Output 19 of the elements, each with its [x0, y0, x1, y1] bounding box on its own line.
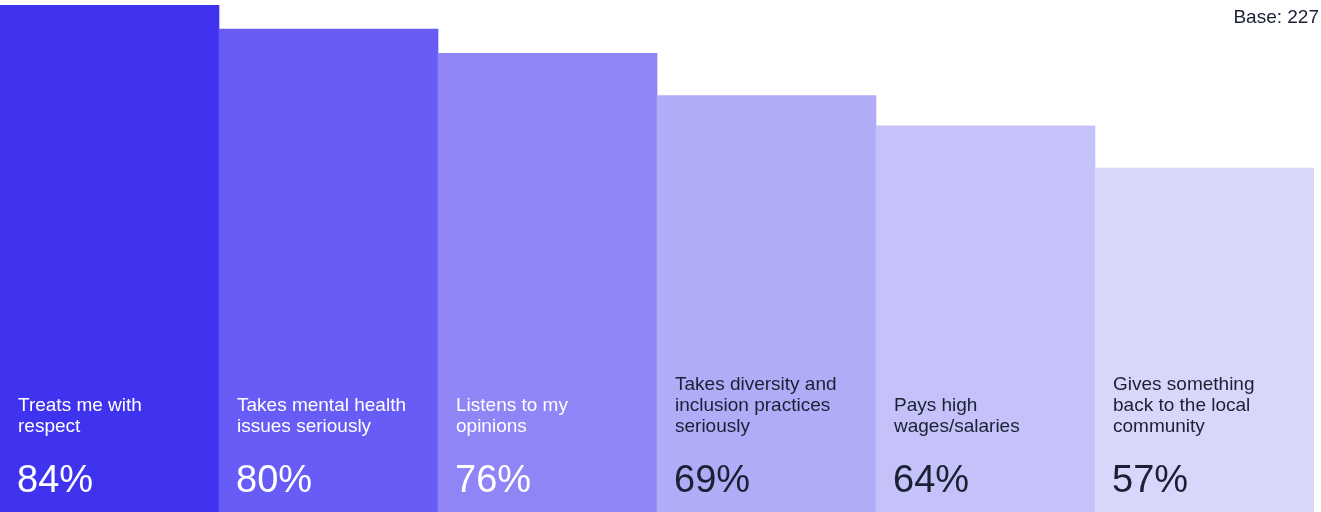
- bar: [218, 28, 439, 512]
- data-label: 80%: [236, 458, 313, 500]
- bar: [875, 125, 1096, 512]
- bar: [656, 95, 877, 512]
- x-tick-label: Treats me with respect: [18, 394, 142, 436]
- x-tick-label: Gives something back to the local community: [1113, 373, 1255, 436]
- bar: [1094, 167, 1314, 512]
- data-label: 69%: [674, 458, 751, 500]
- x-tick-label: Takes mental health issues seriously: [237, 394, 406, 436]
- bar: [0, 5, 220, 512]
- data-label: 76%: [455, 458, 532, 500]
- bar: [437, 52, 658, 512]
- annotation: Base: 227: [1233, 5, 1319, 27]
- data-label: 84%: [17, 458, 94, 500]
- x-tick-label: Takes diversity and inclusion practices seriously: [675, 373, 837, 436]
- data-label: 64%: [893, 458, 970, 500]
- x-tick-label: Listens to my opinions: [456, 394, 569, 436]
- data-label: 57%: [1112, 458, 1189, 500]
- x-tick-label: Pays high wages/salaries: [893, 394, 1020, 436]
